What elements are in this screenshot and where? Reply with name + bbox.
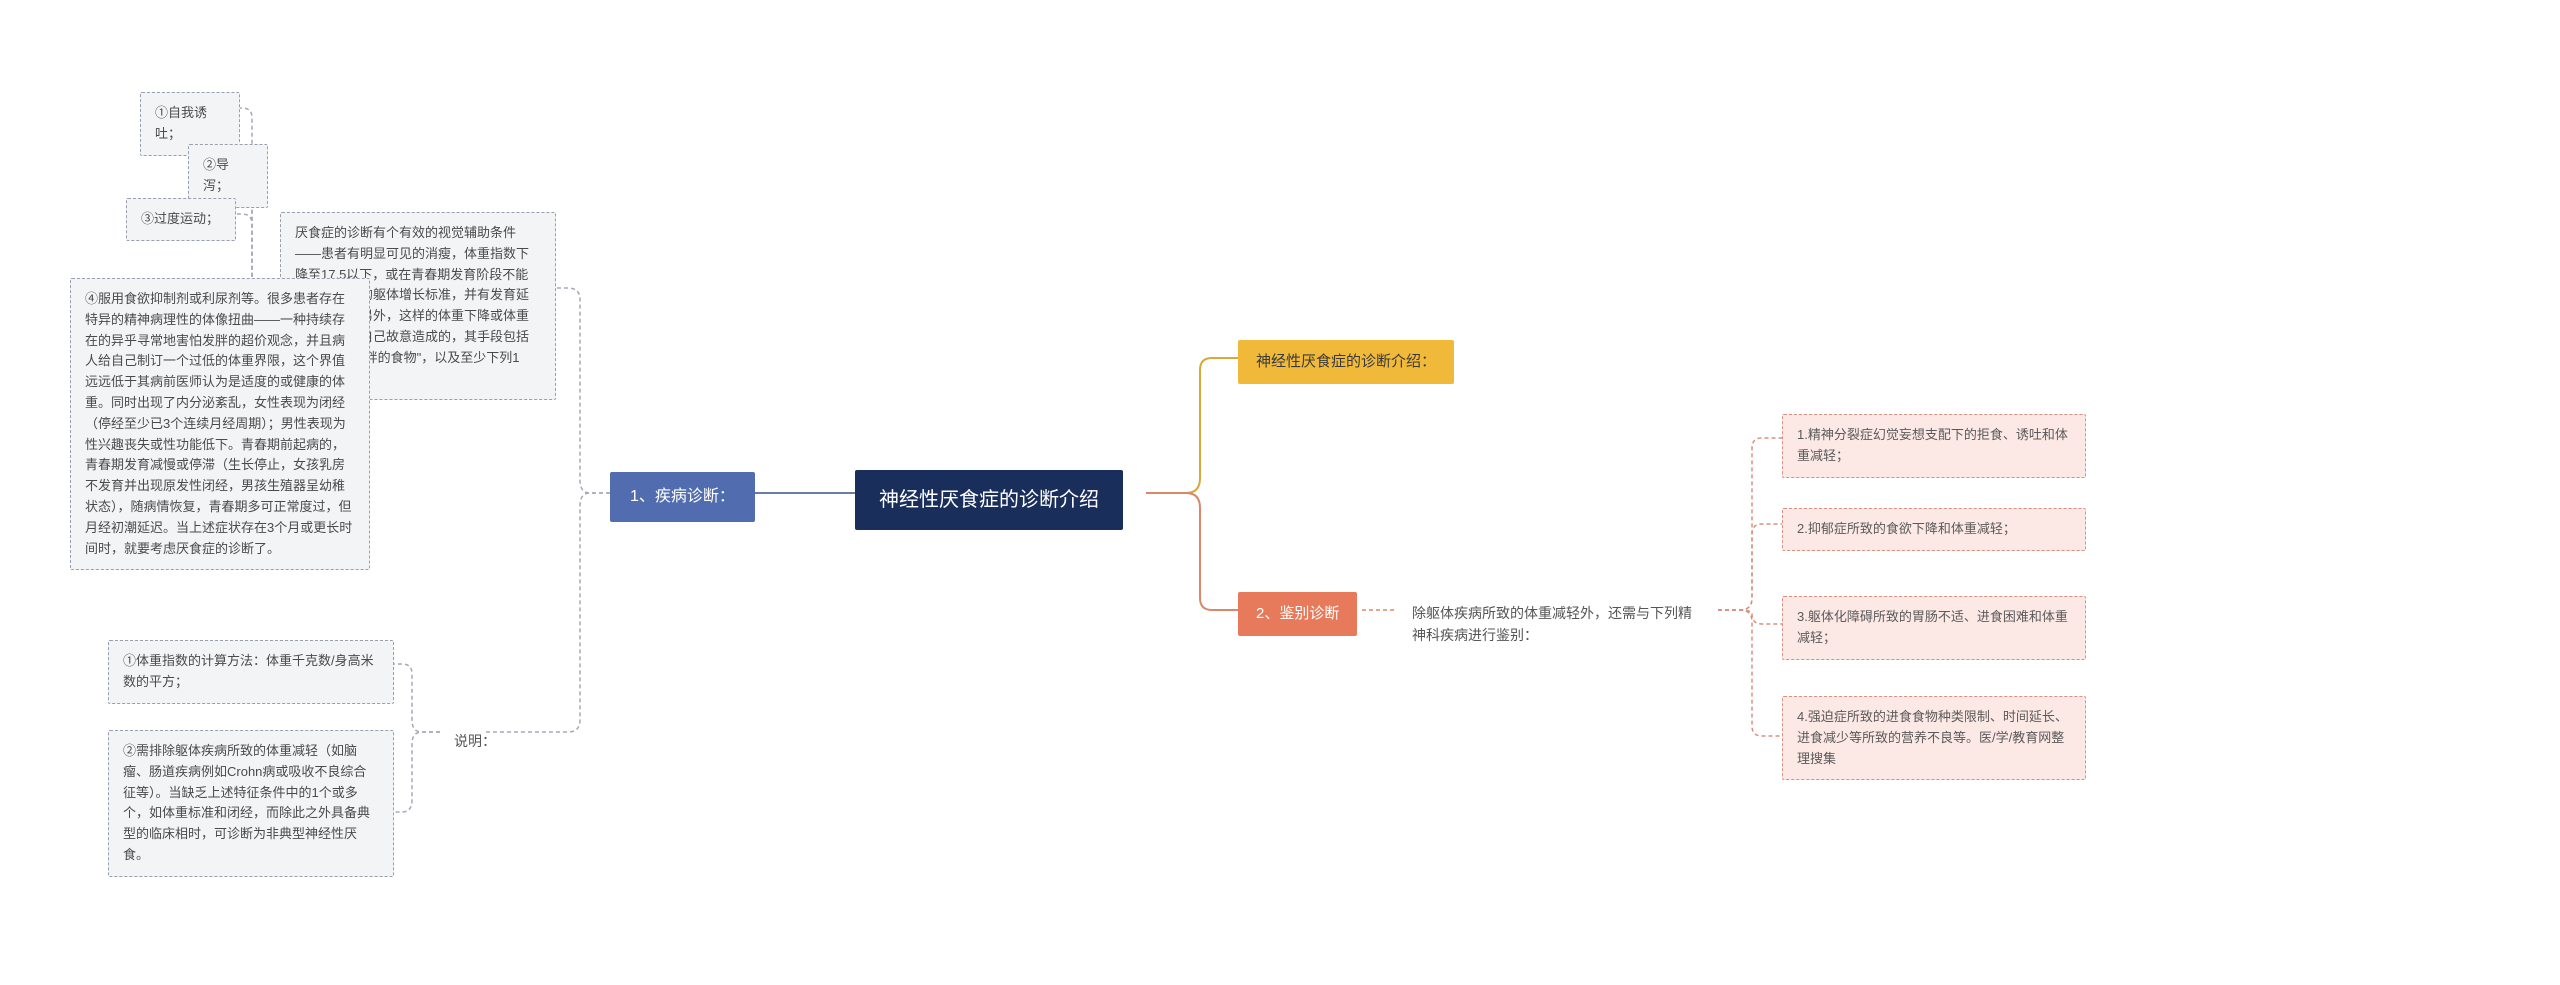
intro-branch: 神经性厌食症的诊断介绍：: [1238, 340, 1454, 384]
diagnosis-item-4: ④服用食欲抑制剂或利尿剂等。很多患者存在特异的精神病理性的体像扭曲——一种持续存…: [70, 278, 370, 570]
differential-item-1: 1.精神分裂症幻觉妄想支配下的拒食、诱吐和体重减轻；: [1782, 414, 2086, 478]
diagnosis-item-3: ③过度运动；: [126, 198, 236, 241]
differential-branch: 2、鉴别诊断: [1238, 592, 1357, 636]
differential-description: 除躯体疾病所致的体重减轻外，还需与下列精神科疾病进行鉴别：: [1398, 592, 1718, 657]
note-label: 说明：: [440, 720, 510, 762]
differential-item-3: 3.躯体化障碍所致的胃肠不适、进食困难和体重减轻；: [1782, 596, 2086, 660]
differential-item-2: 2.抑郁症所致的食欲下降和体重减轻；: [1782, 508, 2086, 551]
differential-item-4: 4.强迫症所致的进食食物种类限制、时间延长、进食减少等所致的营养不良等。医/学/…: [1782, 696, 2086, 780]
diagnosis-branch: 1、疾病诊断：: [610, 472, 755, 522]
root-node: 神经性厌食症的诊断介绍: [855, 470, 1123, 530]
note-2: ②需排除躯体疾病所致的体重减轻（如脑瘤、肠道疾病例如Crohn病或吸收不良综合征…: [108, 730, 394, 877]
note-1: ①体重指数的计算方法：体重千克数/身高米数的平方；: [108, 640, 394, 704]
